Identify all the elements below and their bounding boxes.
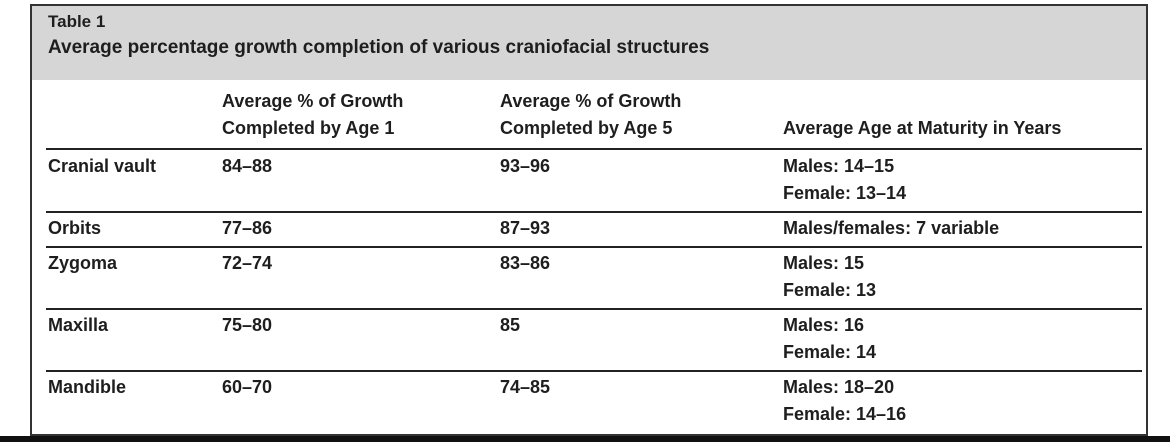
- title-band: Table 1 Average percentage growth comple…: [32, 6, 1146, 80]
- cell: Males: 18–20: [783, 377, 895, 397]
- row-rule: [46, 211, 1142, 213]
- column-header: Average % of Growth: [222, 91, 404, 111]
- cell: 83–86: [500, 253, 551, 273]
- cell: 74–85: [500, 377, 551, 397]
- row-label: Cranial vault: [48, 156, 157, 176]
- column-header: Completed by Age 5: [500, 118, 673, 138]
- table-label: Table 1: [48, 12, 106, 31]
- table-frame: Table 1 Average percentage growth comple…: [30, 4, 1148, 436]
- cell: 85: [500, 315, 521, 335]
- cell: 87–93: [500, 218, 551, 238]
- column-header: Average % of Growth: [500, 91, 682, 111]
- cell: Males: 16: [783, 315, 865, 335]
- cell: Female: 14: [783, 342, 877, 362]
- row-label: Mandible: [48, 377, 127, 397]
- cell: Males: 14–15: [783, 156, 895, 176]
- cell: Female: 14–16: [783, 404, 907, 424]
- cell: Female: 13–14: [783, 183, 907, 203]
- cell: 72–74: [222, 253, 273, 273]
- cell: 84–88: [222, 156, 273, 176]
- column-header: Completed by Age 1: [222, 118, 395, 138]
- row-rule: [46, 308, 1142, 310]
- header-rule: [46, 148, 1142, 150]
- row-rule: [46, 246, 1142, 248]
- cell: Males: 15: [783, 253, 865, 273]
- row-label: Zygoma: [48, 253, 118, 273]
- cell: Female: 13: [783, 280, 877, 300]
- row-rule: [46, 370, 1142, 372]
- bottom-rule: [0, 436, 1170, 442]
- cell: 60–70: [222, 377, 273, 397]
- row-label: Orbits: [48, 218, 102, 238]
- table-title: Average percentage growth completion of …: [48, 37, 710, 58]
- cell: 93–96: [500, 156, 551, 176]
- cell: 77–86: [222, 218, 273, 238]
- column-header: Average Age at Maturity in Years: [783, 118, 1062, 138]
- cell: 75–80: [222, 315, 273, 335]
- row-label: Maxilla: [48, 315, 109, 335]
- cell: Males/females: 7 variable: [783, 218, 1000, 238]
